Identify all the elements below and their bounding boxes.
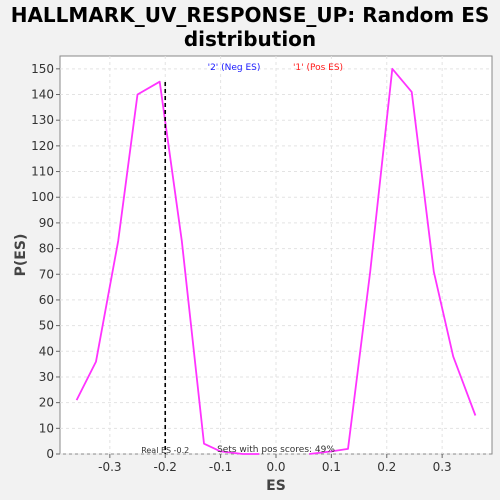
y-tick-label: 100 <box>31 190 54 204</box>
y-tick-label: 130 <box>31 113 54 127</box>
y-tick-label: 110 <box>31 165 54 179</box>
y-tick-label: 150 <box>31 62 54 76</box>
chart-title-line2: distribution <box>184 27 316 51</box>
y-axis-ticks: 0 10 20 30 40 50 60 70 80 90 100 110 120 130 140 150 <box>31 62 60 461</box>
x-tick-label: -0.2 <box>154 460 177 474</box>
x-tick-label: 0.3 <box>433 460 452 474</box>
y-tick-label: 20 <box>39 396 54 410</box>
y-tick-label: 40 <box>39 344 54 358</box>
y-tick-label: 90 <box>39 216 54 230</box>
real-es-label: Real ES -0.2 <box>141 446 189 455</box>
series-line-neg-es <box>75 80 260 455</box>
y-tick-label: 80 <box>39 242 54 256</box>
series-line-pos-es <box>309 67 477 455</box>
pos-scores-annotation: Sets with pos scores: 49% <box>217 445 335 455</box>
x-tick-label: -0.3 <box>98 460 121 474</box>
x-tick-label: 0.0 <box>266 460 285 474</box>
legend-entry-pos-es: '1' (Pos ES) <box>293 63 343 73</box>
y-tick-label: 60 <box>39 293 54 307</box>
y-tick-label: 140 <box>31 88 54 102</box>
legend-entry-neg-es: '2' (Neg ES) <box>208 63 261 73</box>
x-axis-label: ES <box>266 478 286 494</box>
y-tick-label: 50 <box>39 319 54 333</box>
x-tick-label: -0.1 <box>209 460 232 474</box>
series-lines <box>75 67 477 455</box>
y-axis-label: P(ES) <box>13 234 29 277</box>
y-tick-label: 70 <box>39 267 54 281</box>
y-tick-label: 30 <box>39 370 54 384</box>
y-tick-label: 0 <box>46 447 54 461</box>
x-axis-ticks: -0.3 -0.2 -0.1 0.0 0.1 0.2 0.3 <box>98 454 452 474</box>
x-tick-label: 0.1 <box>322 460 341 474</box>
y-tick-label: 120 <box>31 139 54 153</box>
x-tick-label: 0.2 <box>377 460 396 474</box>
chart-title-line1: HALLMARK_UV_RESPONSE_UP: Random ES <box>11 3 490 27</box>
y-tick-label: 10 <box>39 421 54 435</box>
